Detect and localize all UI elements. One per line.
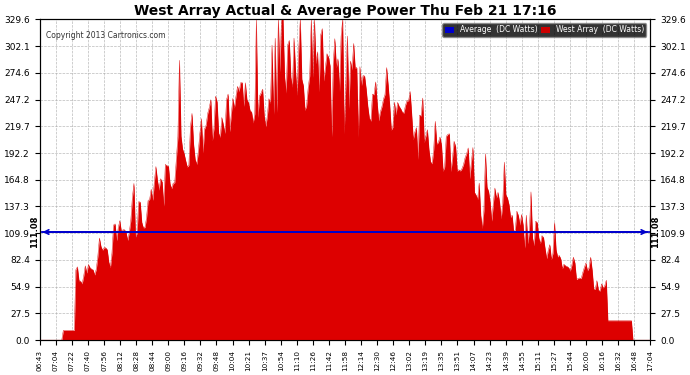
Text: Copyright 2013 Cartronics.com: Copyright 2013 Cartronics.com bbox=[46, 30, 166, 39]
Title: West Array Actual & Average Power Thu Feb 21 17:16: West Array Actual & Average Power Thu Fe… bbox=[134, 4, 556, 18]
Text: 111.08: 111.08 bbox=[651, 216, 660, 248]
Text: 111.08: 111.08 bbox=[30, 216, 39, 248]
Legend: Average  (DC Watts), West Array  (DC Watts): Average (DC Watts), West Array (DC Watts… bbox=[442, 23, 647, 37]
